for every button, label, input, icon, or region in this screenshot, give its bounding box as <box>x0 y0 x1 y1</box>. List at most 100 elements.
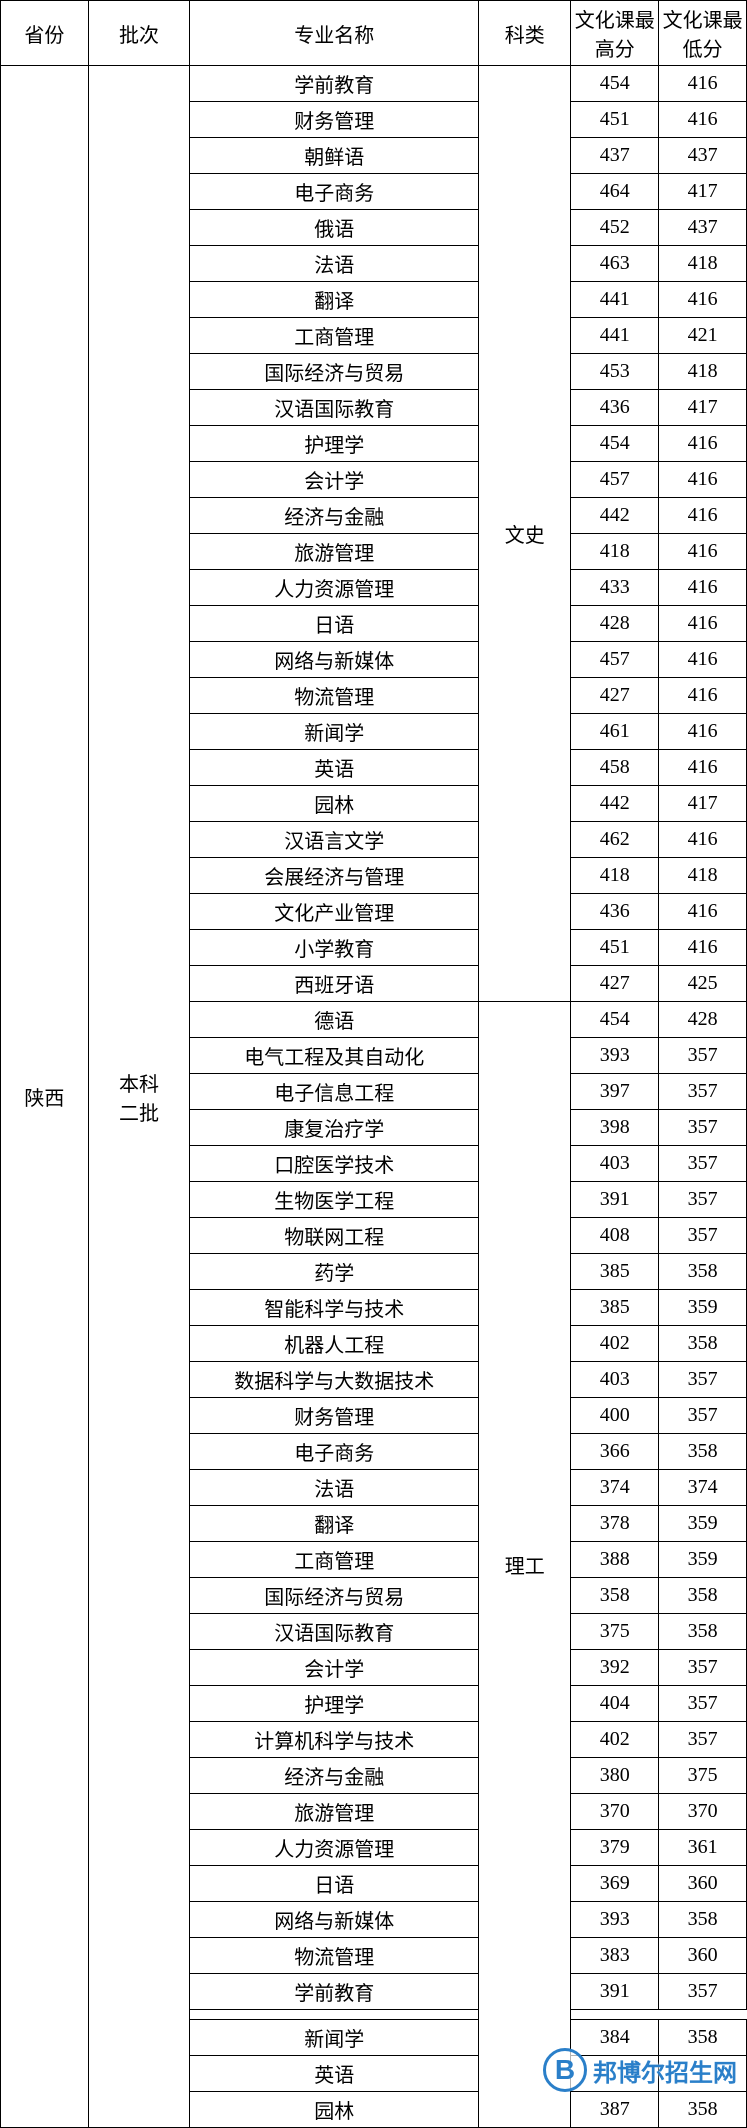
major-cell: 俄语 <box>190 210 479 246</box>
low-score-cell: 358 <box>659 2092 747 2128</box>
header-major: 专业名称 <box>190 1 479 66</box>
high-score-cell: 400 <box>571 1398 659 1434</box>
high-score-cell: 418 <box>571 858 659 894</box>
major-cell: 电气工程及其自动化 <box>190 1038 479 1074</box>
high-score-cell: 454 <box>571 1002 659 1038</box>
low-score-cell: 416 <box>659 930 747 966</box>
high-score-cell: 383 <box>571 1938 659 1974</box>
low-score-cell: 358 <box>659 1254 747 1290</box>
low-score-cell: 421 <box>659 318 747 354</box>
low-score-cell: 418 <box>659 354 747 390</box>
low-score-cell: 416 <box>659 678 747 714</box>
major-cell: 西班牙语 <box>190 966 479 1002</box>
low-score-cell: 416 <box>659 534 747 570</box>
major-cell: 日语 <box>190 1866 479 1902</box>
major-cell: 康复治疗学 <box>190 1110 479 1146</box>
low-score-cell: 360 <box>659 1938 747 1974</box>
high-score-cell: 387 <box>571 2092 659 2128</box>
major-cell: 旅游管理 <box>190 534 479 570</box>
high-score-cell: 397 <box>571 1074 659 1110</box>
major-cell: 法语 <box>190 1470 479 1506</box>
high-score-cell: 462 <box>571 822 659 858</box>
major-cell: 生物医学工程 <box>190 1182 479 1218</box>
major-cell: 会计学 <box>190 1650 479 1686</box>
low-score-cell: 357 <box>659 1182 747 1218</box>
major-cell: 机器人工程 <box>190 1326 479 1362</box>
high-score-cell: 427 <box>571 966 659 1002</box>
high-score-cell: 404 <box>571 1686 659 1722</box>
low-score-cell: 425 <box>659 966 747 1002</box>
major-cell: 日语 <box>190 606 479 642</box>
high-score-cell: 436 <box>571 894 659 930</box>
table-header-row: 省份 批次 专业名称 科类 文化课最高分 文化课最低分 <box>1 1 747 66</box>
category-cell: 理工 <box>479 1002 571 2128</box>
low-score-cell: 416 <box>659 102 747 138</box>
major-cell: 财务管理 <box>190 102 479 138</box>
major-cell: 财务管理 <box>190 1398 479 1434</box>
major-cell: 护理学 <box>190 426 479 462</box>
major-cell: 汉语国际教育 <box>190 390 479 426</box>
major-cell: 学前教育 <box>190 66 479 102</box>
high-score-cell: 457 <box>571 642 659 678</box>
low-score-cell: 357 <box>659 1686 747 1722</box>
high-score-cell: 369 <box>571 1866 659 1902</box>
high-score-cell: 461 <box>571 714 659 750</box>
high-score-cell: 433 <box>571 570 659 606</box>
low-score-cell: 359 <box>659 1542 747 1578</box>
low-score-cell: 357 <box>659 1218 747 1254</box>
low-score-cell: 358 <box>659 1326 747 1362</box>
major-cell: 人力资源管理 <box>190 570 479 606</box>
major-cell: 翻译 <box>190 1506 479 1542</box>
low-score-cell: 416 <box>659 822 747 858</box>
major-cell: 朝鲜语 <box>190 138 479 174</box>
major-cell: 旅游管理 <box>190 1794 479 1830</box>
low-score-cell: 357 <box>659 1722 747 1758</box>
low-score-cell: 416 <box>659 750 747 786</box>
low-score-cell: 417 <box>659 390 747 426</box>
low-score-cell: 416 <box>659 282 747 318</box>
low-score-cell: 360 <box>659 1866 747 1902</box>
low-score-cell: 416 <box>659 714 747 750</box>
low-score-cell: 358 <box>659 1578 747 1614</box>
high-score-cell: 436 <box>571 390 659 426</box>
high-score-cell: 379 <box>571 1830 659 1866</box>
major-cell: 网络与新媒体 <box>190 642 479 678</box>
major-cell: 园林 <box>190 2092 479 2128</box>
major-cell: 汉语国际教育 <box>190 1614 479 1650</box>
header-batch: 批次 <box>88 1 190 66</box>
major-cell: 英语 <box>190 750 479 786</box>
high-score-cell: 358 <box>571 1578 659 1614</box>
low-score-cell: 357 <box>659 1146 747 1182</box>
high-score-cell: 385 <box>571 1290 659 1326</box>
high-score-cell: 391 <box>571 1974 659 2010</box>
high-score-cell: 454 <box>571 66 659 102</box>
low-score-cell: 416 <box>659 462 747 498</box>
low-score-cell: 370 <box>659 1794 747 1830</box>
batch-cell: 本科二批 <box>88 66 190 2128</box>
high-score-cell: 378 <box>571 1506 659 1542</box>
low-score-cell: 416 <box>659 426 747 462</box>
major-cell: 电子商务 <box>190 174 479 210</box>
low-score-cell: 358 <box>659 1902 747 1938</box>
major-cell: 会计学 <box>190 462 479 498</box>
table-row: 陕西本科二批学前教育文史454416 <box>1 66 747 102</box>
high-score-cell: 393 <box>571 1902 659 1938</box>
high-score-cell: 398 <box>571 1110 659 1146</box>
low-score-cell: 375 <box>659 1758 747 1794</box>
high-score-cell: 403 <box>571 1362 659 1398</box>
high-score-cell: 428 <box>571 606 659 642</box>
table-body: 陕西本科二批学前教育文史454416财务管理451416朝鲜语437437电子商… <box>1 66 747 2128</box>
low-score-cell: 437 <box>659 138 747 174</box>
major-cell: 英语 <box>190 2056 479 2092</box>
high-score-cell: 402 <box>571 1722 659 1758</box>
high-score-cell: 441 <box>571 282 659 318</box>
high-score-cell: 454 <box>571 426 659 462</box>
high-score-cell: 393 <box>571 1038 659 1074</box>
major-cell: 会展经济与管理 <box>190 858 479 894</box>
major-cell: 工商管理 <box>190 1542 479 1578</box>
low-score-cell: 357 <box>659 1110 747 1146</box>
high-score-cell: 458 <box>571 750 659 786</box>
low-score-cell: 437 <box>659 210 747 246</box>
low-score-cell: 359 <box>659 1290 747 1326</box>
watermark-logo-icon: B <box>543 2048 587 2092</box>
